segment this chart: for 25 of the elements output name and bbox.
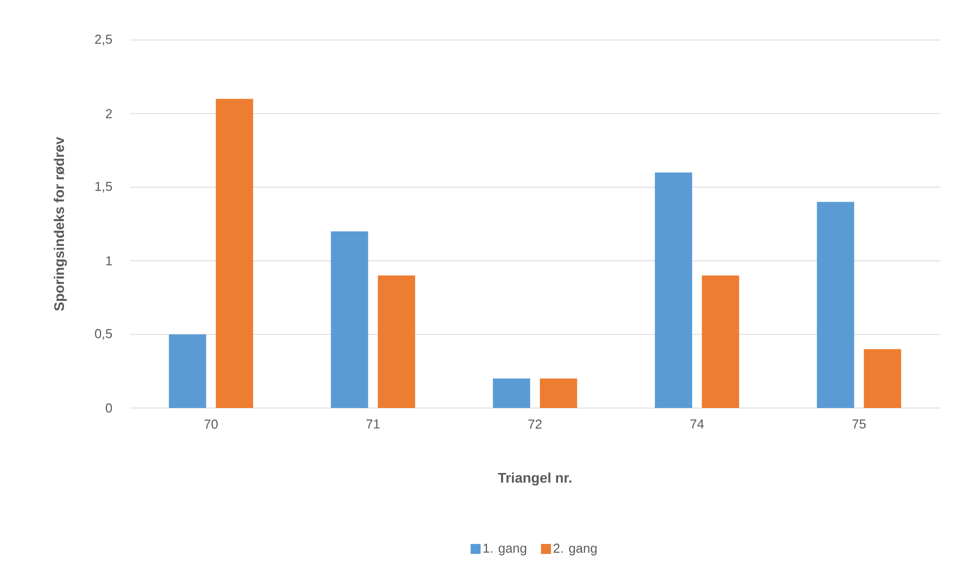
bar <box>864 349 902 408</box>
x-tick-label: 74 <box>690 420 704 428</box>
y-tick-label: 2 <box>106 109 112 118</box>
bar <box>654 172 692 408</box>
bar <box>216 98 254 408</box>
x-tick-label: 75 <box>852 420 866 429</box>
y-tick-label: 0,5 <box>94 329 112 340</box>
bar <box>492 378 530 408</box>
y-tick-label: 2,5 <box>95 34 112 46</box>
bar <box>168 334 206 408</box>
y-axis-title: Sporingsindeks for rødrev <box>54 136 67 311</box>
legend-label: 2. gang <box>554 544 597 556</box>
bar <box>540 378 578 408</box>
x-tick-label: 70 <box>204 420 218 429</box>
bar <box>816 202 854 408</box>
x-tick-label: 72 <box>528 420 542 429</box>
y-tick-label: 1,5 <box>95 182 112 192</box>
bar <box>378 276 416 408</box>
legend-label: 1. gang <box>484 544 526 556</box>
x-tick-label: 71 <box>366 420 380 428</box>
bar <box>330 231 368 408</box>
x-axis-title: Triangel nr. <box>498 472 572 486</box>
bar <box>702 276 740 408</box>
y-tick-label: 0 <box>106 403 112 413</box>
y-tick-label: 1 <box>106 256 112 266</box>
